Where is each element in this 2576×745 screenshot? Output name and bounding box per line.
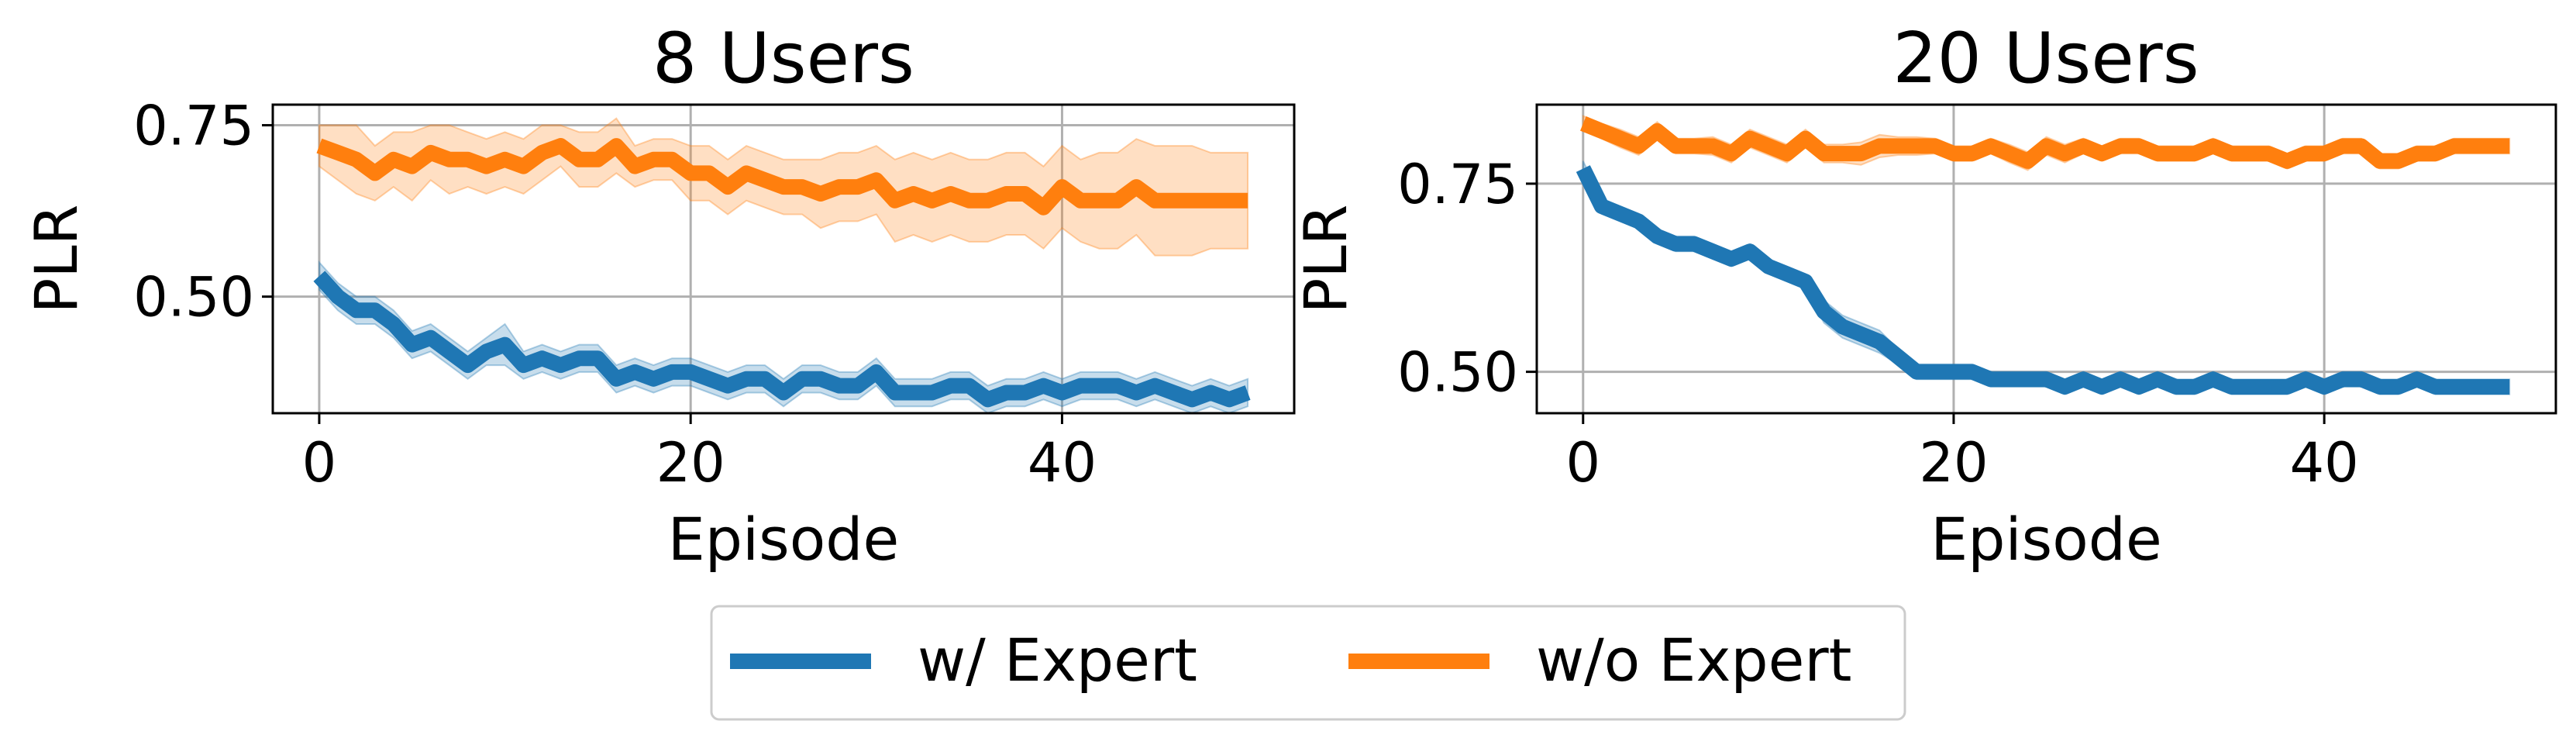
chart-title: 8 Users [653,18,914,99]
legend: w/ Expert w/o Expert [710,605,1906,721]
plot-frame [271,103,1296,415]
band-w-expert [1582,160,2511,395]
y-axis-label: PLR [22,205,91,314]
x-tick-label: 40 [1028,431,1097,495]
series-line-w-expert [313,271,1251,408]
y-tick-label: 0.75 [1397,153,1518,216]
legend-label-w-expert: w/ Expert [918,626,1197,695]
chart-title: 20 Users [1892,18,2199,99]
legend-label-w-o-expert: w/o Expert [1536,626,1851,695]
x-axis-label: Episode [668,505,899,574]
plot-frame [1535,103,2557,415]
x-tick-label: 20 [1919,431,1988,495]
x-tick-label: 20 [656,431,725,495]
legend-box [710,605,1906,721]
y-tick-label: 0.75 [133,95,254,158]
y-tick-label: 0.50 [1397,341,1518,405]
y-tick-label: 0.50 [133,266,254,329]
x-axis-label: Episode [1930,505,2161,574]
x-tick-label: 40 [2290,431,2359,495]
series-line-w-o-expert [316,138,1248,216]
panel-20-users: 0 20 40 0.50 0.75 20 Users Episode PLR [1291,18,2557,574]
y-axis-label: PLR [1291,205,1360,314]
panel-8-users: 0 20 40 0.50 0.75 8 Users Episode PLR [22,18,1296,574]
x-tick-label: 0 [302,431,337,495]
series-line-w-o-expert [1580,116,2510,169]
x-tick-label: 0 [1565,431,1600,495]
series-line-w-expert [1576,165,2510,395]
